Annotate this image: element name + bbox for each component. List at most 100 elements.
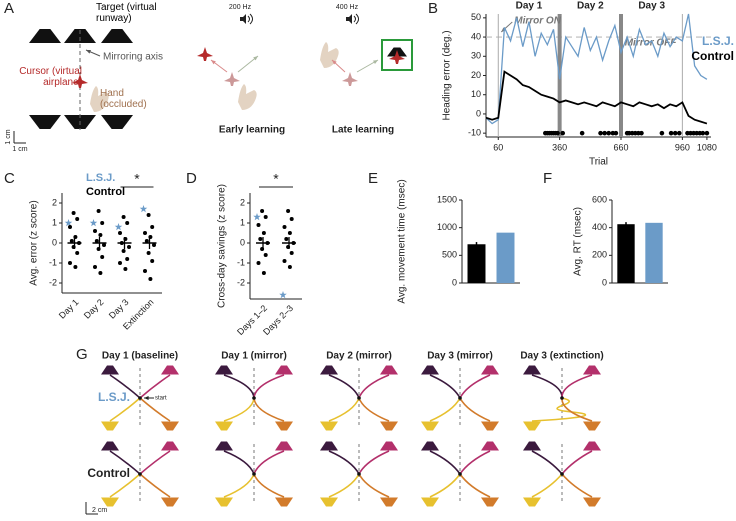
data-dot [73, 265, 78, 269]
target-icon [275, 497, 293, 507]
x-tick-label: 960 [675, 142, 690, 152]
y-tick-label: 0 [240, 237, 245, 247]
annotation: Mirror OFF [625, 38, 678, 49]
target-icon [481, 421, 499, 431]
column-title: Day 1 (mirror) [221, 351, 287, 362]
significance-dot [639, 130, 644, 136]
target-icon [101, 29, 133, 43]
lsj-marker [114, 223, 123, 231]
trajectory [561, 397, 593, 422]
start-point [458, 396, 462, 400]
trajectory [109, 473, 141, 498]
y-tick-label: 0 [602, 277, 607, 287]
trajectory [531, 397, 587, 422]
trajectory [109, 374, 141, 399]
significance-dot [700, 130, 706, 136]
plane-icon [342, 72, 358, 86]
start-point [252, 396, 256, 400]
trajectory [139, 374, 171, 399]
lsj-marker [89, 219, 98, 227]
trajectory [358, 450, 390, 475]
plane-icon [197, 47, 213, 61]
column-title: Day 3 (mirror) [427, 351, 493, 362]
data-dot [261, 231, 266, 235]
data-dot [143, 269, 147, 273]
mirroring-axis-label: Mirroring axis [103, 52, 163, 63]
data-dot [93, 229, 97, 233]
significance-dot [602, 130, 607, 136]
column-title: Day 1 (baseline) [102, 351, 178, 362]
panel-letter: C [4, 170, 15, 187]
trajectory [429, 397, 461, 422]
start-point [458, 472, 462, 476]
target-icon [320, 421, 338, 431]
significance-dot [555, 130, 560, 136]
lsj-marker [139, 205, 148, 213]
target-icon [29, 115, 61, 129]
target-icon [215, 365, 233, 375]
data-dot [93, 265, 97, 269]
plane-icon [389, 50, 405, 64]
data-dot [256, 223, 261, 227]
series-line [485, 13, 708, 125]
day-label: Day 2 [577, 1, 604, 12]
target-icon [101, 421, 119, 431]
trajectory [253, 374, 285, 399]
data-dot [69, 239, 74, 243]
data-dot [102, 243, 106, 247]
data-dot [286, 209, 291, 213]
annotation: Mirror ON [514, 16, 561, 27]
data-dot [258, 237, 263, 241]
trajectory [328, 473, 360, 498]
trajectory [253, 397, 285, 422]
significance-label: * [134, 171, 140, 187]
data-dot [282, 225, 287, 229]
significance-label: * [273, 171, 279, 187]
start-point [357, 472, 361, 476]
y-tick-label: 20 [471, 70, 481, 80]
significance-dot [560, 130, 566, 136]
significance-dot [676, 130, 682, 136]
lsj-marker [279, 291, 287, 299]
condition-title: Late learning [332, 125, 394, 136]
y-tick-label: 2 [52, 197, 57, 207]
target-icon [215, 421, 233, 431]
target-icon [29, 29, 61, 43]
data-dot [96, 209, 101, 213]
trajectory [358, 374, 390, 399]
target-icon [161, 421, 179, 431]
start-label: start [155, 396, 167, 402]
y-tick-label: 10 [471, 89, 481, 99]
data-dot [263, 253, 268, 257]
significance-dot [659, 130, 665, 136]
arrow-head [253, 56, 258, 61]
data-dot [282, 259, 287, 263]
bar [645, 222, 663, 283]
x-tick-label: 360 [552, 142, 567, 152]
target-icon [583, 497, 601, 507]
trajectory [561, 374, 593, 399]
data-dot [125, 257, 130, 261]
trajectory [253, 450, 285, 475]
y-axis-label: Avg. movement time (msec) [397, 179, 408, 303]
scale-label: 2 cm [92, 507, 107, 514]
tone-label: 400 Hz [336, 4, 359, 11]
plane-icon [72, 74, 88, 88]
data-dot [100, 255, 105, 259]
speaker-wave [247, 13, 253, 25]
bar [496, 232, 515, 283]
y-tick-label: 1 [240, 217, 245, 227]
data-dot [144, 239, 149, 243]
y-axis-label: Avg. error (z score) [29, 200, 40, 285]
legend-entry: Control [691, 49, 734, 63]
target-icon [101, 115, 133, 129]
trajectory [328, 397, 360, 422]
trajectory [328, 374, 360, 399]
target-icon [380, 497, 398, 507]
panel-letter: D [186, 170, 197, 187]
start-point [138, 472, 142, 476]
arrow-head [211, 60, 216, 65]
scale-label: 1 cm [12, 146, 27, 153]
data-dot [148, 277, 153, 281]
